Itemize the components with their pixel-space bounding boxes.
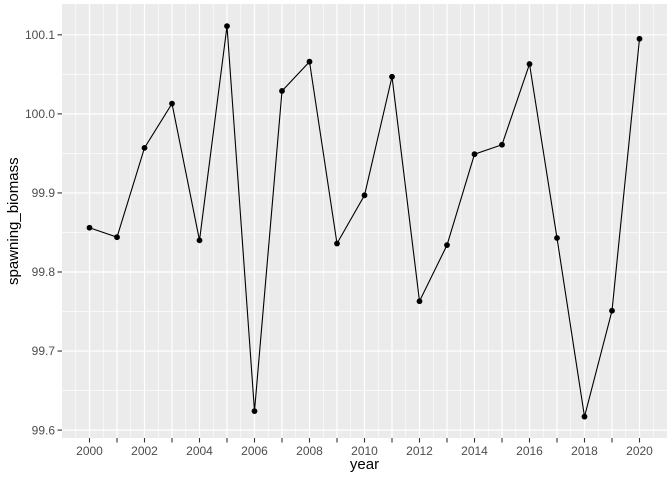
y-tick-label: 99.6	[32, 423, 56, 437]
x-tick-label: 2014	[461, 444, 488, 458]
data-point	[334, 240, 340, 247]
data-point	[169, 100, 175, 107]
data-point	[526, 61, 533, 67]
y-tick-label: 99.9	[32, 186, 56, 200]
x-tick-label: 2016	[516, 444, 543, 458]
data-point	[581, 413, 588, 420]
data-point	[251, 408, 258, 415]
x-tick-label: 2002	[131, 444, 158, 458]
x-tick-label: 2018	[571, 444, 598, 458]
y-tick-label: 99.7	[32, 344, 56, 358]
y-tick-label: 100.1	[25, 28, 55, 42]
data-point	[86, 224, 93, 231]
x-tick-label: 2000	[76, 444, 103, 458]
data-point	[609, 307, 615, 314]
data-point	[636, 35, 643, 42]
y-tick-label: 99.8	[32, 265, 56, 279]
x-tick-label: 2010	[351, 444, 378, 458]
y-axis-title: spawning_biomass	[5, 157, 22, 285]
data-point	[499, 141, 505, 148]
data-point	[444, 242, 450, 249]
data-point	[196, 237, 203, 244]
data-point	[141, 144, 148, 151]
data-point	[389, 73, 395, 80]
x-tick-label: 2006	[241, 444, 268, 458]
x-tick-label: 2004	[186, 444, 213, 458]
x-axis-title: year	[349, 456, 380, 473]
data-point	[416, 298, 423, 305]
data-point	[114, 234, 120, 241]
data-point	[306, 58, 313, 65]
data-point	[554, 235, 560, 241]
x-tick-label: 2008	[296, 444, 323, 458]
y-tick-label: 100.0	[25, 107, 55, 121]
x-tick-label: 2020	[626, 444, 653, 458]
data-point	[279, 88, 285, 94]
data-point	[361, 192, 368, 199]
data-point	[224, 23, 230, 30]
x-tick-label: 2012	[406, 444, 433, 458]
data-point	[471, 151, 478, 158]
